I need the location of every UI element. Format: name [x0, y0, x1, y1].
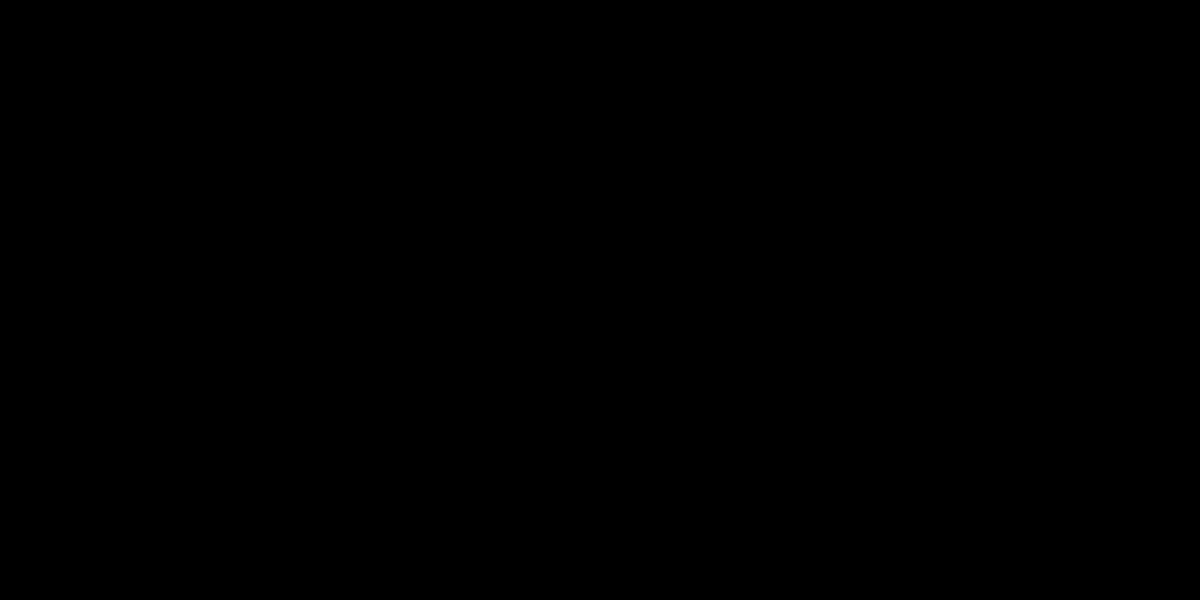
- figure-background: [0, 0, 1200, 600]
- spectrum-figure: [0, 0, 1200, 600]
- spectrum-plot-canvas: [0, 0, 1200, 600]
